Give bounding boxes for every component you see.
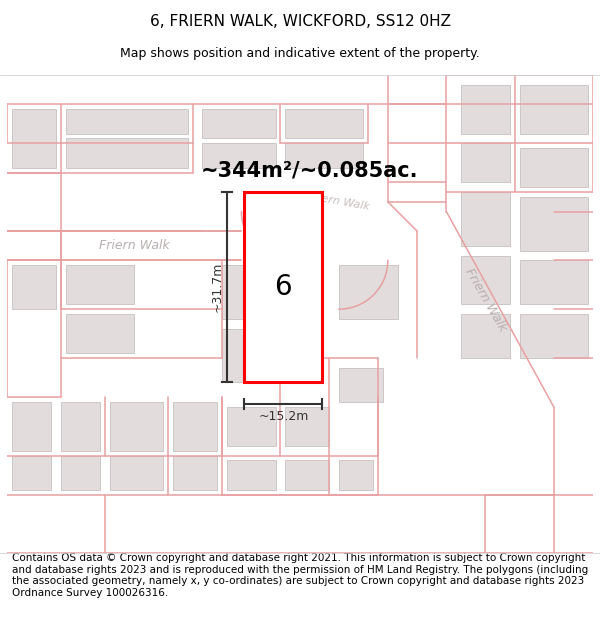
Bar — [66, 138, 188, 168]
Text: 6, FRIERN WALK, WICKFORD, SS12 0HZ: 6, FRIERN WALK, WICKFORD, SS12 0HZ — [149, 14, 451, 29]
Text: ~344m²/~0.085ac.: ~344m²/~0.085ac. — [201, 161, 419, 181]
Bar — [202, 109, 275, 138]
Bar — [461, 314, 510, 358]
Bar — [66, 109, 188, 134]
Text: Friern Walk: Friern Walk — [99, 239, 169, 252]
Bar — [173, 456, 217, 490]
Bar — [520, 197, 588, 251]
Bar — [461, 85, 510, 134]
Bar — [227, 461, 275, 490]
Bar — [222, 329, 275, 382]
Bar — [66, 314, 134, 353]
Bar — [12, 402, 51, 451]
Bar — [202, 143, 275, 168]
Bar — [339, 461, 373, 490]
Bar — [286, 143, 364, 168]
Bar — [520, 148, 588, 188]
Bar — [61, 456, 100, 490]
Bar — [227, 407, 275, 446]
Bar — [520, 314, 588, 358]
Text: Friern Walk: Friern Walk — [307, 191, 371, 213]
Bar — [520, 261, 588, 304]
Bar — [173, 402, 217, 451]
Bar — [244, 192, 322, 382]
Text: Friern Walk: Friern Walk — [462, 266, 509, 333]
Bar — [461, 256, 510, 304]
Bar — [461, 143, 510, 182]
Bar — [12, 456, 51, 490]
Bar — [339, 265, 398, 319]
Bar — [222, 265, 275, 319]
Bar — [461, 192, 510, 246]
Bar — [110, 402, 163, 451]
Bar — [110, 456, 163, 490]
Bar — [339, 368, 383, 402]
Text: ~15.2m: ~15.2m — [258, 410, 308, 423]
Bar — [12, 109, 56, 168]
Text: 6: 6 — [275, 273, 292, 301]
Bar — [286, 109, 364, 138]
Bar — [12, 265, 56, 309]
Bar — [286, 407, 329, 446]
Text: Contains OS data © Crown copyright and database right 2021. This information is : Contains OS data © Crown copyright and d… — [12, 553, 588, 598]
Text: ~31.7m: ~31.7m — [211, 262, 224, 312]
Bar — [61, 402, 100, 451]
Text: Map shows position and indicative extent of the property.: Map shows position and indicative extent… — [120, 48, 480, 61]
Bar — [66, 265, 134, 304]
Bar — [520, 85, 588, 134]
Bar — [286, 461, 329, 490]
